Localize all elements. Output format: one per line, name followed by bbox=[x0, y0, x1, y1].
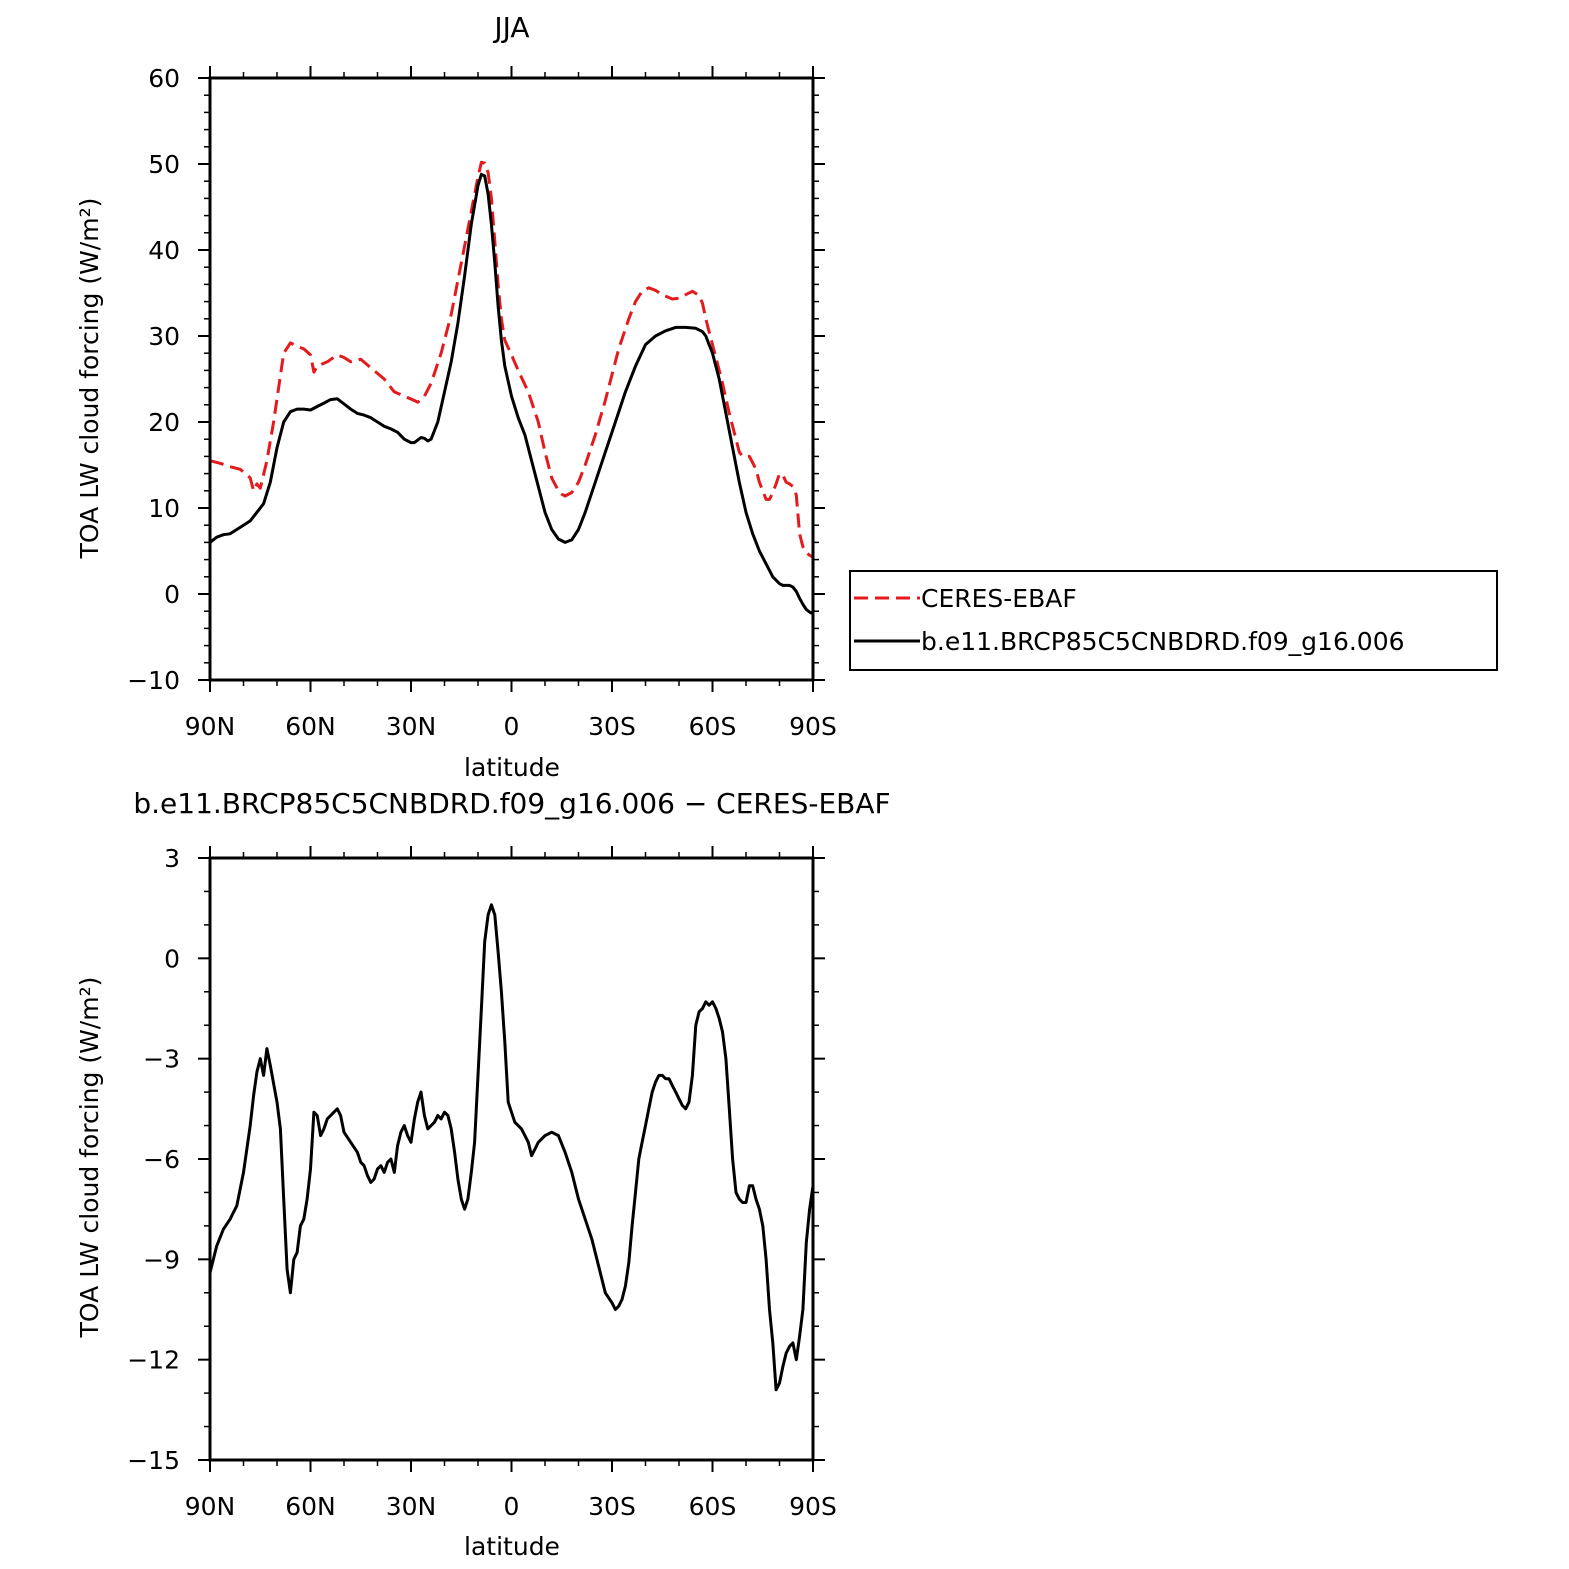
y-tick-label: 3 bbox=[164, 844, 180, 873]
x-tick-label: 60N bbox=[285, 712, 336, 741]
top-chart-title: JJA bbox=[492, 11, 529, 44]
y-tick-label: 0 bbox=[164, 944, 180, 973]
y-tick-label: 10 bbox=[148, 494, 180, 523]
x-tick-label: 60N bbox=[285, 1492, 336, 1521]
top-x-axis-title: latitude bbox=[464, 753, 560, 782]
y-tick-label: 30 bbox=[148, 322, 180, 351]
y-tick-label: −10 bbox=[127, 666, 180, 695]
bottom-x-axis-title: latitude bbox=[464, 1532, 560, 1561]
top-x-ticks: 90N 60N 30N 0 30S 60S 90S bbox=[185, 66, 837, 741]
x-tick-label: 90N bbox=[185, 1492, 236, 1521]
x-tick-label: 30N bbox=[386, 712, 437, 741]
y-tick-label: −3 bbox=[143, 1045, 180, 1074]
x-tick-label: 90S bbox=[789, 712, 837, 741]
y-tick-label: 50 bbox=[148, 150, 180, 179]
legend: CERES-EBAF b.e11.BRCP85C5CNBDRD.f09_g16.… bbox=[849, 570, 1498, 671]
legend-label-model: b.e11.BRCP85C5CNBDRD.f09_g16.006 bbox=[921, 627, 1405, 656]
top-y-axis-title: TOA LW cloud forcing (W/m²) bbox=[75, 198, 104, 560]
y-tick-label: −6 bbox=[143, 1145, 180, 1174]
y-tick-label: 40 bbox=[148, 236, 180, 265]
bottom-plot-area bbox=[208, 903, 815, 1392]
series-line-model bbox=[208, 903, 815, 1392]
top-plot-frame bbox=[208, 76, 815, 682]
x-tick-label: 90N bbox=[185, 712, 236, 741]
bottom-chart-title: b.e11.BRCP85C5CNBDRD.f09_g16.006 − CERES… bbox=[133, 787, 890, 820]
x-tick-label: 60S bbox=[689, 712, 737, 741]
y-tick-label: 20 bbox=[148, 408, 180, 437]
y-tick-label: −9 bbox=[143, 1245, 180, 1274]
bottom-plot-frame bbox=[208, 856, 815, 1462]
y-tick-label: 0 bbox=[164, 580, 180, 609]
bottom-y-axis-title: TOA LW cloud forcing (W/m²) bbox=[75, 977, 104, 1339]
y-tick-label: −12 bbox=[127, 1346, 180, 1375]
bottom-y-ticks: −15 −12 −9 −6 −3 0 3 bbox=[127, 844, 825, 1475]
x-tick-label: 30S bbox=[588, 1492, 636, 1521]
top-plot-area bbox=[209, 160, 814, 616]
bottom-x-ticks: 90N 60N 30N 0 30S 60S 90S bbox=[185, 846, 837, 1521]
y-tick-label: 60 bbox=[148, 64, 180, 93]
top-panel: JJA −10 0 10 20 30 40 50 60 90N 60N 30N 0 30S 60S 90S… bbox=[75, 11, 837, 782]
legend-box bbox=[849, 570, 1498, 671]
x-tick-label: 30S bbox=[588, 712, 636, 741]
x-tick-label: 90S bbox=[789, 1492, 837, 1521]
series-line-ceres bbox=[209, 160, 814, 559]
top-y-ticks: −10 0 10 20 30 40 50 60 bbox=[127, 64, 825, 695]
x-tick-label: 60S bbox=[689, 1492, 737, 1521]
x-tick-label: 30N bbox=[386, 1492, 437, 1521]
legend-label-ceres: CERES-EBAF bbox=[921, 584, 1077, 613]
y-tick-label: −15 bbox=[127, 1446, 180, 1475]
series-line-model bbox=[209, 172, 814, 616]
x-tick-label: 0 bbox=[504, 712, 520, 741]
x-tick-label: 0 bbox=[504, 1492, 520, 1521]
bottom-panel: b.e11.BRCP85C5CNBDRD.f09_g16.006 − CERES… bbox=[75, 787, 891, 1561]
